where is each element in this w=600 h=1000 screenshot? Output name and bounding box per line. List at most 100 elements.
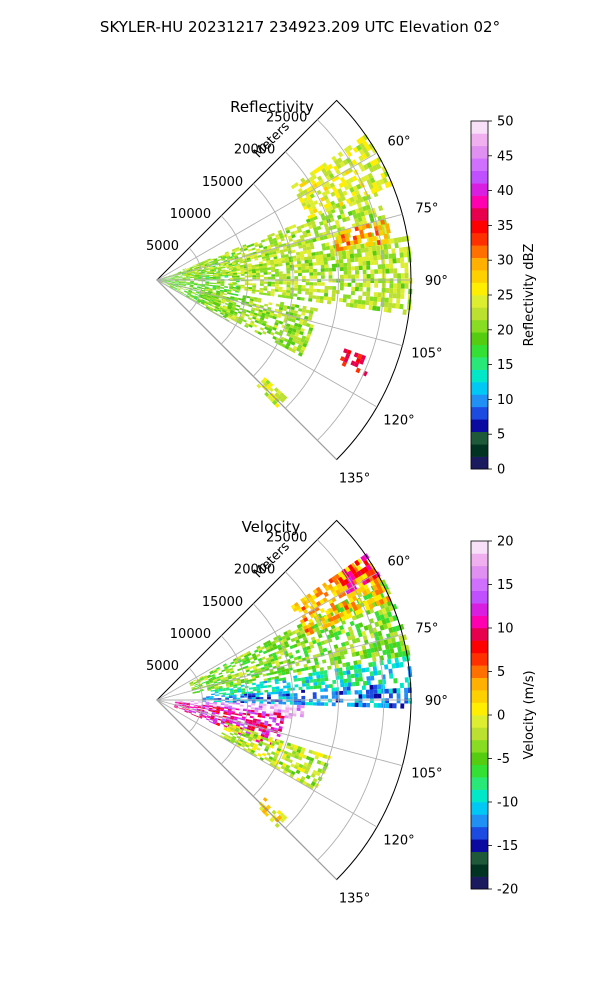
echo-gate	[272, 315, 277, 320]
echo-gate	[354, 208, 360, 214]
echo-gate	[270, 288, 275, 292]
echo-gate	[263, 685, 268, 688]
echo-gate	[209, 681, 214, 684]
echo-gate	[315, 771, 321, 777]
echo-gate	[379, 640, 385, 646]
echo-gate	[354, 613, 361, 620]
echo-gate	[334, 635, 340, 641]
echo-gate	[252, 283, 257, 286]
echo-gate	[361, 573, 368, 580]
echo-gate	[248, 736, 253, 740]
echo-gate	[377, 224, 383, 231]
echo-gate	[240, 249, 245, 253]
echo-gate	[297, 284, 302, 289]
echo-gate	[286, 742, 292, 747]
azimuth-spoke	[156, 279, 337, 460]
echo-gate	[329, 248, 335, 254]
echo-gate	[368, 246, 373, 252]
echo-gate	[223, 261, 228, 264]
echo-gate	[318, 250, 324, 255]
echo-gate	[369, 693, 374, 699]
echo-gate	[167, 278, 172, 279]
echo-gate	[254, 257, 259, 261]
echo-gate	[371, 147, 378, 154]
echo-gate	[259, 683, 264, 687]
echo-gate	[281, 709, 286, 713]
echo-gate	[324, 702, 329, 706]
echo-gate	[290, 331, 296, 336]
echo-gate	[249, 656, 254, 661]
echo-gate	[221, 254, 226, 257]
echo-gate	[197, 299, 202, 303]
echo-gate	[173, 706, 178, 709]
echo-gate	[268, 387, 274, 393]
echo-gate	[345, 302, 351, 308]
echo-gate	[371, 661, 377, 667]
echo-gate	[375, 180, 381, 187]
echo-gate	[362, 694, 367, 699]
echo-gate	[318, 590, 324, 596]
echo-gate	[251, 289, 256, 292]
echo-gate	[289, 773, 294, 779]
echo-gate	[399, 303, 404, 310]
echo-gate	[230, 296, 235, 299]
echo-gate	[294, 270, 298, 274]
echo-gate	[281, 671, 286, 676]
echo-gate	[167, 281, 172, 282]
echo-gate	[202, 269, 207, 271]
echo-gate	[362, 566, 369, 573]
echo-gate	[224, 286, 228, 288]
echo-gate	[202, 297, 207, 300]
azimuth-tick-label: 60°	[387, 134, 410, 149]
echo-gate	[233, 685, 238, 689]
echo-gate	[279, 304, 284, 308]
echo-gate	[350, 702, 355, 707]
echo-gate	[283, 640, 289, 646]
echo-gate	[343, 567, 350, 574]
echo-gate	[389, 693, 393, 699]
echo-gate	[259, 740, 264, 745]
echo-gate	[234, 255, 239, 258]
echo-gate	[352, 605, 359, 612]
echo-gate	[377, 684, 382, 690]
echo-gate	[396, 698, 401, 704]
echo-gate	[200, 262, 205, 265]
echo-gate	[325, 189, 331, 195]
echo-gate	[213, 671, 218, 674]
echo-gate	[178, 703, 183, 705]
echo-gate	[190, 268, 195, 271]
echo-gate	[252, 735, 258, 740]
colorbar-tick-label: 45	[497, 149, 514, 164]
echo-gate	[354, 690, 359, 695]
echo-gate	[268, 716, 273, 720]
echo-gate	[278, 761, 284, 766]
echo-gate	[359, 654, 365, 660]
echo-gate	[214, 299, 219, 302]
echo-gate	[200, 293, 204, 296]
echo-gate	[259, 290, 264, 293]
echo-gate	[363, 559, 370, 567]
echo-region-north-outbound	[189, 579, 411, 694]
echo-gate	[268, 664, 273, 668]
echo-gate	[217, 266, 222, 269]
echo-gate	[266, 262, 271, 266]
echo-gate	[363, 680, 368, 686]
echo-gate	[225, 682, 230, 685]
echo-gate	[348, 177, 355, 183]
echo-gate	[222, 689, 227, 692]
echo-gate	[203, 296, 207, 299]
echo-gate	[359, 282, 363, 288]
echo-gate	[171, 278, 175, 280]
echo-gate	[392, 688, 397, 694]
echo-gate	[330, 256, 336, 261]
echo-gate	[274, 268, 279, 272]
colorbar-swatch	[471, 652, 488, 666]
echo-gate	[297, 241, 302, 246]
echo-gate	[232, 697, 237, 700]
echo-gate	[262, 673, 267, 677]
echo-gate	[267, 327, 273, 332]
echo-gate	[353, 303, 358, 309]
echo-gate	[250, 711, 255, 715]
echo-gate	[370, 269, 375, 274]
echo-gate	[212, 722, 217, 725]
